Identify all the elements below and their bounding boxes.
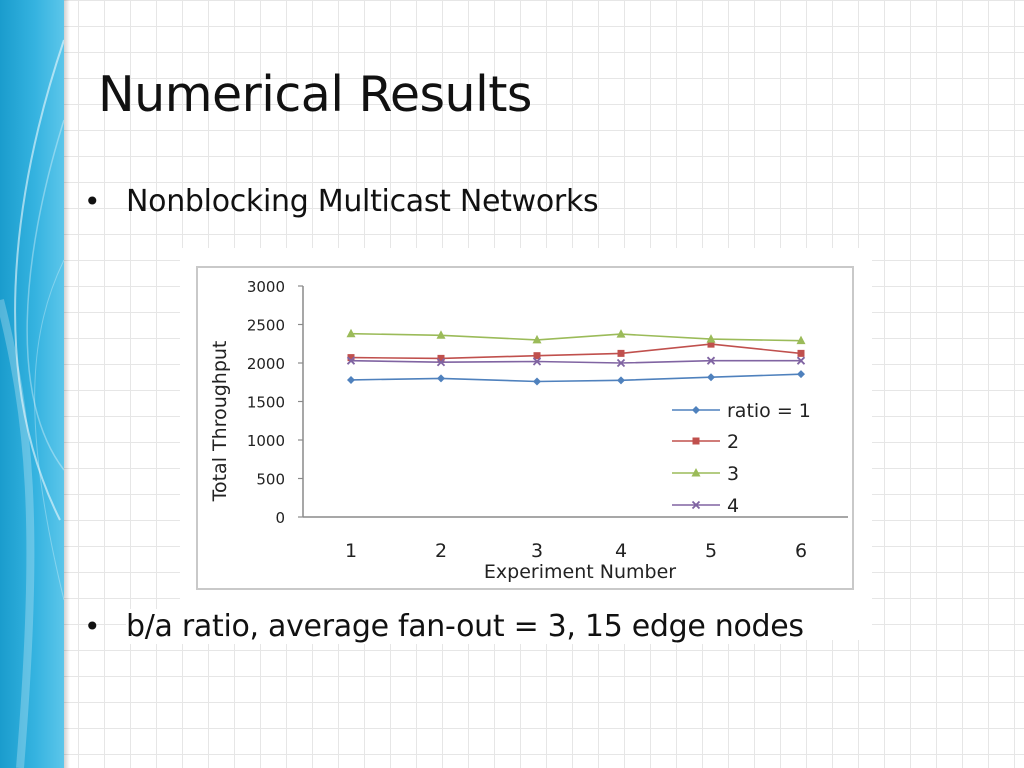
data-point-marker: [796, 356, 806, 365]
data-point-marker: [533, 352, 541, 360]
y-axis-label: Total Throughput: [209, 341, 231, 503]
data-point-marker: [437, 374, 445, 383]
series-3: [346, 328, 806, 345]
series-line: [350, 343, 802, 360]
y-tick-label: 0: [275, 509, 285, 527]
data-point-marker: [617, 376, 625, 385]
data-point-marker: [533, 377, 541, 386]
bullet-item-2: • b/a ratio, average fan-out = 3, 15 edg…: [84, 609, 804, 644]
side-band-shadow: [64, 0, 70, 768]
series-line: [350, 332, 802, 342]
series-1: [347, 370, 805, 386]
legend-label: ratio = 1: [727, 400, 811, 422]
data-point-marker: [707, 340, 715, 348]
data-point-marker: [617, 349, 625, 357]
data-point-marker: [691, 468, 701, 477]
x-axis-label: Experiment Number: [484, 561, 676, 583]
bullet-dot: •: [84, 610, 101, 643]
chart-series-layer: [346, 328, 806, 386]
bullet-dot: •: [84, 185, 101, 218]
legend-item-1: ratio = 1: [672, 400, 811, 422]
chart-axes: 0 500 1000 1500 2000 2500 3000 1 2 3 4 5 6: [247, 278, 848, 562]
x-tick-label: 4: [615, 540, 627, 562]
chart-frame: [196, 266, 854, 590]
decorative-side-band: [0, 0, 64, 768]
data-point-marker: [797, 349, 805, 357]
data-point-marker: [797, 370, 805, 379]
x-tick-label: 3: [531, 540, 543, 562]
chart-legend: ratio = 1 2 3 4: [672, 400, 811, 517]
x-tick-label: 1: [345, 540, 357, 562]
legend-label: 3: [727, 463, 739, 485]
data-point-marker: [706, 356, 716, 365]
y-tick-label: 2000: [247, 355, 285, 373]
y-tick-label: 3000: [247, 278, 285, 296]
legend-item-3: 3: [672, 463, 739, 485]
data-point-marker: [347, 375, 355, 384]
legend-label: 2: [727, 431, 739, 453]
data-point-marker: [532, 357, 542, 366]
data-point-marker: [436, 330, 446, 339]
x-tick-label: 5: [705, 540, 717, 562]
data-point-marker: [706, 334, 716, 343]
data-point-marker: [436, 358, 446, 367]
bullet-text: Nonblocking Multicast Networks: [126, 184, 599, 219]
legend-item-2: 2: [672, 431, 739, 453]
y-tick-label: 1000: [247, 432, 285, 450]
data-point-marker: [796, 335, 806, 345]
legend-label: 4: [727, 495, 739, 517]
bullet-text: b/a ratio, average fan-out = 3, 15 edge …: [126, 609, 804, 644]
decorative-swoosh: [0, 39, 64, 768]
data-point-marker: [616, 358, 626, 368]
y-tick-label: 500: [256, 471, 285, 489]
y-tick-label: 2500: [247, 317, 285, 335]
x-tick-label: 6: [795, 540, 807, 562]
bullet-item-1: • Nonblocking Multicast Networks: [84, 184, 599, 219]
series-line: [350, 373, 802, 383]
data-point-marker: [616, 329, 626, 338]
series-2: [347, 340, 805, 362]
slide-title: Numerical Results: [98, 66, 532, 123]
data-point-marker: [692, 437, 700, 445]
data-point-marker: [707, 373, 715, 382]
y-tick-label: 1500: [247, 394, 285, 412]
data-point-marker: [346, 328, 356, 338]
data-point-marker: [437, 354, 445, 362]
data-point-marker: [346, 356, 356, 365]
data-point-marker: [347, 354, 355, 362]
data-point-marker: [691, 500, 701, 510]
series-4: [346, 356, 806, 368]
data-point-marker: [532, 334, 542, 344]
legend-item-4: 4: [672, 495, 739, 517]
x-tick-label: 2: [435, 540, 447, 562]
data-point-marker: [692, 406, 700, 414]
series-line: [350, 359, 801, 364]
